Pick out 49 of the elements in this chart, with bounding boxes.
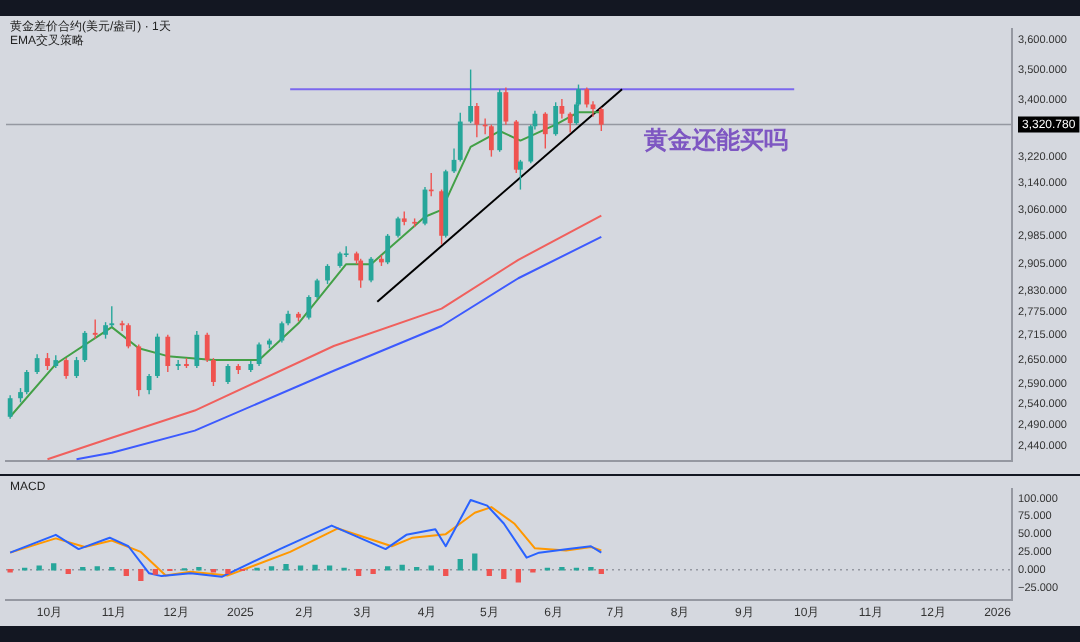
candlestick [82, 330, 88, 363]
candlestick [74, 356, 79, 379]
candlestick [385, 233, 391, 265]
candlestick [125, 322, 131, 350]
bar [501, 569, 507, 579]
bar [138, 569, 144, 582]
bar [472, 553, 478, 571]
candlestick [24, 369, 30, 395]
candlestick [343, 245, 349, 258]
candlestick [584, 86, 590, 109]
bar [36, 565, 42, 571]
candlestick [306, 294, 312, 321]
candlestick [314, 277, 320, 300]
candlestick [358, 258, 364, 289]
candlestick [136, 343, 142, 397]
candlestick [165, 334, 171, 373]
candlestick [155, 332, 160, 379]
candlestick [488, 124, 494, 158]
candlestick [468, 68, 474, 124]
bar [152, 569, 158, 575]
candlestick [553, 101, 559, 137]
bar [515, 569, 521, 583]
bar [355, 569, 362, 577]
bar [457, 559, 463, 571]
bar [428, 565, 434, 571]
candlestick [194, 330, 200, 369]
bar [297, 565, 304, 571]
candlestick [63, 357, 69, 380]
candlestick [518, 159, 523, 191]
candlestick [559, 98, 565, 120]
candlestick [567, 111, 573, 134]
bar [326, 565, 333, 571]
bar [283, 564, 289, 571]
candlestick [175, 359, 181, 371]
bar [123, 569, 129, 577]
candlestick [503, 86, 509, 126]
candlestick [7, 394, 13, 420]
candlestick [92, 318, 98, 340]
candlestick [34, 353, 40, 375]
candlestick [474, 102, 480, 139]
bar [312, 564, 318, 571]
candlestick [146, 373, 152, 395]
candlestick [598, 106, 604, 132]
candlestick [542, 111, 548, 150]
candlestick [325, 263, 330, 285]
bar [51, 563, 57, 571]
annotation: 黄金还能买吗 [644, 124, 788, 158]
bar [486, 569, 492, 577]
bar [443, 569, 449, 577]
